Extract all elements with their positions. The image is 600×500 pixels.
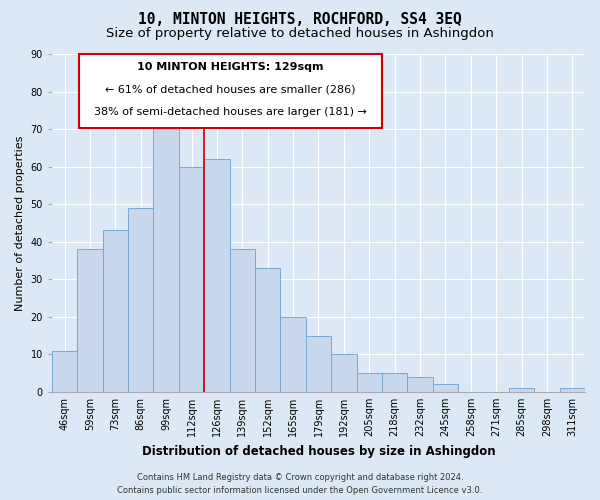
Bar (560, 388, 585, 392)
Bar (382, 373, 407, 392)
Bar (433, 384, 458, 392)
Bar (179, 166, 204, 392)
Bar (280, 317, 306, 392)
Bar (204, 159, 230, 392)
Text: 10, MINTON HEIGHTS, ROCHFORD, SS4 3EQ: 10, MINTON HEIGHTS, ROCHFORD, SS4 3EQ (138, 12, 462, 28)
Y-axis label: Number of detached properties: Number of detached properties (15, 136, 25, 310)
Text: 10 MINTON HEIGHTS: 129sqm: 10 MINTON HEIGHTS: 129sqm (137, 62, 324, 72)
Bar (356, 373, 382, 392)
Bar (154, 126, 179, 392)
Bar (103, 230, 128, 392)
Bar (77, 249, 103, 392)
FancyBboxPatch shape (79, 54, 382, 128)
Text: ← 61% of detached houses are smaller (286): ← 61% of detached houses are smaller (28… (105, 84, 356, 94)
Bar (230, 249, 255, 392)
Text: Size of property relative to detached houses in Ashingdon: Size of property relative to detached ho… (106, 28, 494, 40)
Bar (255, 268, 280, 392)
X-axis label: Distribution of detached houses by size in Ashingdon: Distribution of detached houses by size … (142, 444, 495, 458)
Bar (407, 377, 433, 392)
Text: Contains HM Land Registry data © Crown copyright and database right 2024.
Contai: Contains HM Land Registry data © Crown c… (118, 473, 482, 495)
Bar (331, 354, 356, 392)
Bar (52, 350, 77, 392)
Bar (509, 388, 534, 392)
Bar (128, 208, 154, 392)
Bar (306, 336, 331, 392)
Text: 38% of semi-detached houses are larger (181) →: 38% of semi-detached houses are larger (… (94, 107, 367, 117)
